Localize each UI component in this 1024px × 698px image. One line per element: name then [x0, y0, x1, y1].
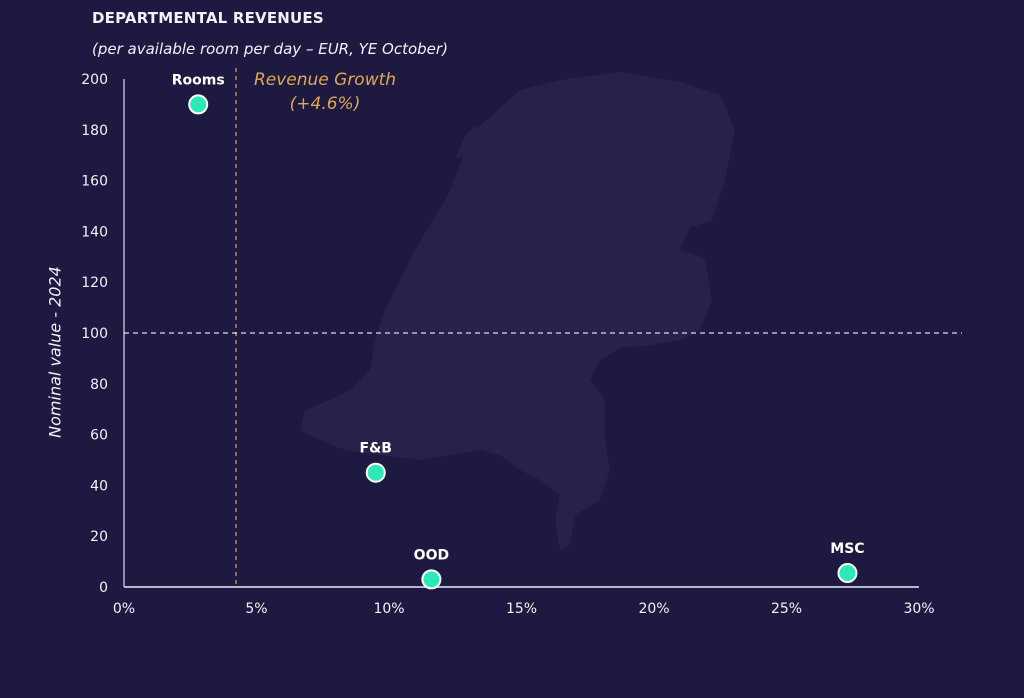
x-tick-label: 20% — [638, 601, 669, 617]
point-marker[interactable] — [365, 462, 386, 483]
point-label: Rooms — [172, 72, 225, 88]
data-point-fb[interactable]: F&B — [360, 441, 392, 483]
chart-title: DEPARTMENTAL REVENUES — [92, 9, 324, 27]
y-tick-label: 60 — [90, 428, 108, 444]
y-tick-label: 120 — [81, 275, 108, 291]
y-tick-label: 100 — [81, 326, 108, 342]
chart-subtitle: (per available room per day – EUR, YE Oc… — [92, 40, 448, 58]
point-label: MSC — [830, 541, 864, 557]
island-shape — [455, 125, 478, 160]
growth-annotation-title: Revenue Growth — [254, 70, 396, 90]
point-marker[interactable] — [188, 94, 209, 115]
x-tick-label: 10% — [373, 601, 404, 617]
data-point-rooms[interactable]: Rooms — [172, 72, 225, 115]
x-tick-label: 5% — [245, 601, 267, 617]
x-tick-label: 0% — [113, 601, 135, 617]
x-tick-label: 25% — [771, 601, 802, 617]
y-tick-label: 80 — [90, 377, 108, 393]
y-tick-label: 160 — [81, 174, 108, 190]
y-tick-label: 40 — [90, 478, 108, 494]
data-point-ood[interactable]: OOD — [414, 547, 449, 590]
point-label: OOD — [414, 547, 449, 563]
netherlands-map-shape — [300, 72, 735, 550]
y-tick-label: 140 — [81, 224, 108, 240]
growth-annotation-value: (+4.6%) — [290, 94, 361, 114]
data-point-msc[interactable]: MSC — [830, 541, 865, 584]
x-tick-label: 15% — [506, 601, 537, 617]
y-tick-label: 0 — [99, 580, 108, 596]
y-tick-label: 200 — [81, 72, 108, 88]
point-marker[interactable] — [421, 569, 442, 590]
x-tick-label: 30% — [903, 601, 934, 617]
point-marker[interactable] — [837, 563, 858, 584]
point-label: F&B — [360, 441, 392, 457]
y-tick-label: 180 — [81, 123, 108, 139]
y-tick-label: 20 — [90, 529, 108, 545]
